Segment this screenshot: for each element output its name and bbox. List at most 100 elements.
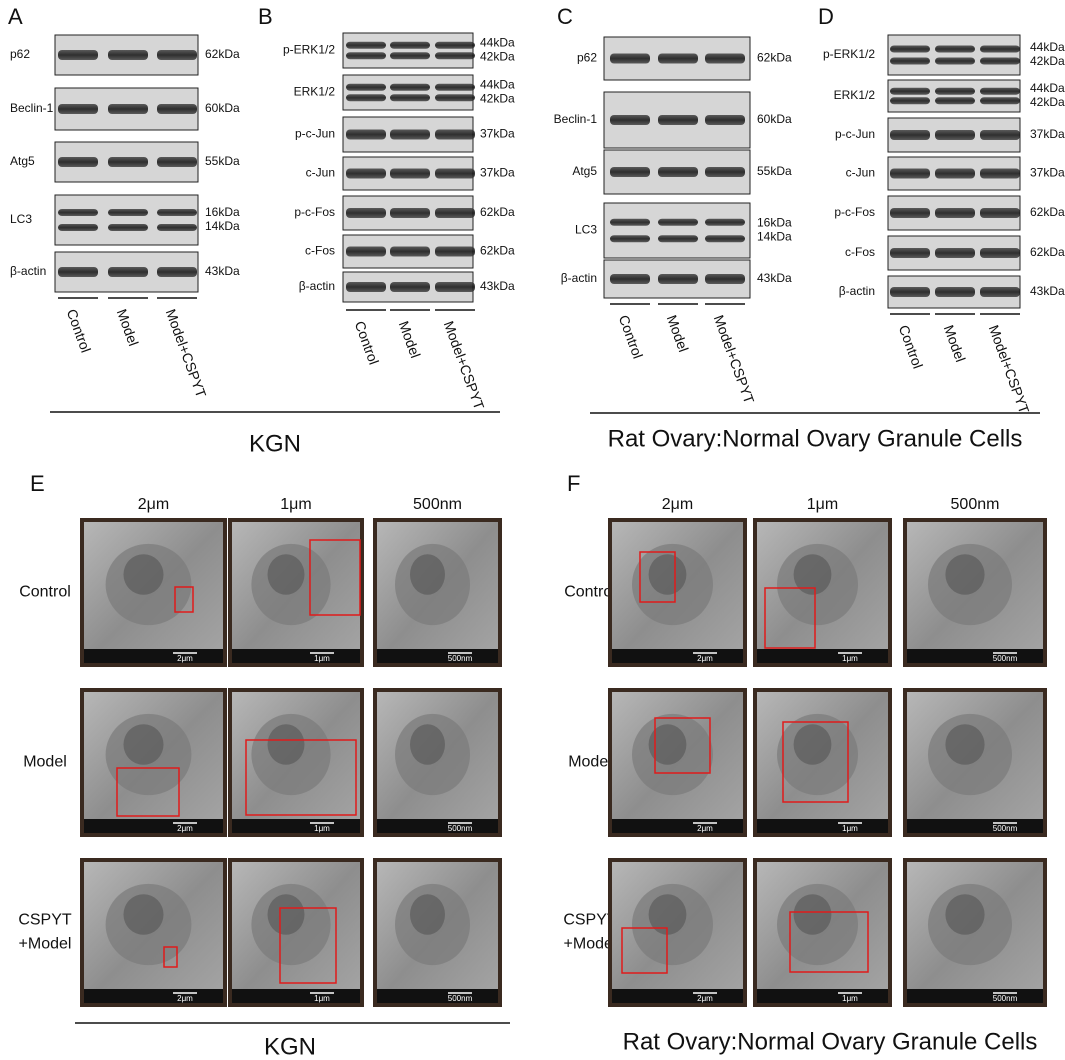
lane-label: Control [352,319,382,367]
scale-strip [232,649,360,663]
scale-label: 500nm [993,994,1018,1003]
protein-name: LC3 [575,223,597,237]
scale-strip [907,649,1043,663]
scale-label: 2μm [177,654,193,663]
blot-band [890,87,930,95]
protein-name: ERK1/2 [834,88,876,102]
highlight-box [764,587,816,649]
em-nucleus [648,554,687,595]
kda-label: 37kDa [1030,127,1065,141]
blot-band [980,45,1020,53]
scale-strip [84,989,223,1003]
kda-label: 62kDa [1030,205,1065,219]
blot-band [610,218,650,226]
scale-label: 500nm [448,654,473,663]
scale-strip [84,649,223,663]
em-nucleus [267,724,305,765]
scale-strip [612,649,743,663]
kda-label: 42kDa [1030,54,1065,68]
em-nucleus [410,554,445,595]
protein-name: Beclin-1 [10,101,54,115]
blot-band [157,157,197,167]
column-header: 500nm [413,496,462,513]
blot-band [108,50,148,60]
protein-name: c-Jun [306,166,335,180]
lane-label: Model+CSPYT [711,313,758,406]
scale-label: 500nm [993,654,1018,663]
blot-band [435,282,475,292]
kda-label: 62kDa [757,51,792,65]
blot-band [346,83,386,91]
em-nucleus [793,554,832,595]
row-label: CSPYT [18,912,72,929]
protein-name: LC3 [10,212,32,226]
column-header: 500nm [951,496,1000,513]
blot-strip [887,34,1021,76]
protein-name: β-actin [561,271,597,285]
em-nucleus [945,724,985,765]
group-title: KGN [249,430,301,457]
blot-strip [342,74,474,111]
blot-band [705,53,745,64]
scale-strip [377,819,498,833]
panel-label: E [30,471,45,496]
blot-band [658,274,698,284]
em-image [228,518,364,667]
protein-name: ERK1/2 [294,85,336,99]
em-nucleus [648,894,687,935]
blot-band [435,52,475,60]
scale-label: 2μm [697,824,713,833]
blot-band [346,41,386,49]
blot-band [935,130,975,140]
blot-band [157,209,197,216]
panel-label: D [818,4,834,29]
column-header: 1μm [807,496,838,513]
lane-label: Control [616,313,646,361]
protein-name: Atg5 [572,164,597,178]
kda-label: 62kDa [480,205,515,219]
lane-label: Control [896,323,926,371]
column-header: 2μm [662,496,693,513]
blot-band [980,87,1020,95]
scale-strip [757,649,888,663]
blot-band [980,97,1020,105]
highlight-box [654,717,711,774]
blot-band [390,208,430,218]
blot-band [390,246,430,257]
em-nucleus [648,724,687,765]
blot-band [610,274,650,284]
blot-band [390,41,430,49]
kda-label: 14kDa [205,219,240,233]
blot-band [705,274,745,284]
blot-band [108,224,148,231]
blot-strip [54,194,199,246]
scale-label: 1μm [314,824,330,833]
blot-band [58,267,98,277]
highlight-box [309,539,361,616]
row-label: Model [23,754,67,771]
em-nucleus [267,894,305,935]
lane-label: Model [664,313,692,354]
protein-name: p-c-Jun [295,127,335,141]
protein-name: p62 [577,51,597,65]
kda-label: 62kDa [1030,245,1065,259]
blot-band [108,267,148,277]
kda-label: 43kDa [757,271,792,285]
protein-name: p62 [10,47,30,61]
highlight-box [639,551,676,603]
row-label: CSPYT [563,912,617,929]
group-title: Rat Ovary:Normal Ovary Granule Cells [608,425,1023,452]
em-nucleus [410,724,445,765]
blot-band [346,208,386,218]
lane-label: Model [941,323,969,364]
panel-label: B [258,4,273,29]
highlight-box [116,767,180,817]
scale-strip [907,989,1043,1003]
row-label: Control [19,584,71,601]
panel-label: A [8,4,23,29]
scale-label: 2μm [697,994,713,1003]
blot-band [157,267,197,277]
scale-label: 500nm [993,824,1018,833]
blot-band [610,167,650,177]
